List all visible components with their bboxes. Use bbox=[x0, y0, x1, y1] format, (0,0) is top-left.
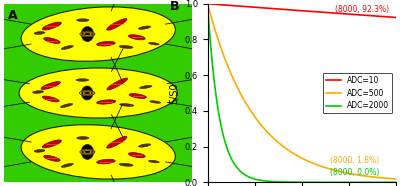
ADC=10 bbox=[292, 9, 296, 11]
Ellipse shape bbox=[120, 104, 134, 106]
ADC=10 bbox=[394, 16, 398, 19]
Text: B: B bbox=[170, 0, 179, 13]
Line: ADC=2000: ADC=2000 bbox=[208, 4, 396, 182]
Ellipse shape bbox=[107, 19, 127, 30]
Ellipse shape bbox=[148, 160, 159, 163]
Ellipse shape bbox=[42, 22, 61, 30]
Ellipse shape bbox=[148, 42, 159, 45]
Ellipse shape bbox=[107, 78, 128, 90]
Ellipse shape bbox=[61, 45, 73, 49]
Ellipse shape bbox=[138, 26, 151, 29]
ADC=10 bbox=[205, 3, 210, 5]
Ellipse shape bbox=[128, 153, 145, 158]
Ellipse shape bbox=[42, 140, 61, 148]
Ellipse shape bbox=[34, 32, 45, 34]
Ellipse shape bbox=[97, 100, 116, 104]
Ellipse shape bbox=[76, 79, 89, 81]
Ellipse shape bbox=[97, 159, 115, 164]
ADC=2000 bbox=[292, 181, 296, 183]
ADC=10 bbox=[215, 3, 220, 6]
Ellipse shape bbox=[32, 91, 44, 93]
Ellipse shape bbox=[150, 101, 161, 103]
ADC=10 bbox=[388, 16, 393, 18]
ADC=500 bbox=[388, 177, 393, 180]
ADC=2000 bbox=[354, 181, 358, 183]
Text: (8000, 0.0%): (8000, 0.0%) bbox=[330, 168, 380, 177]
Ellipse shape bbox=[60, 104, 73, 108]
Text: A: A bbox=[8, 9, 17, 22]
ADC=500 bbox=[354, 174, 358, 176]
Ellipse shape bbox=[34, 149, 45, 152]
Text: (8000, 92.3%): (8000, 92.3%) bbox=[335, 5, 389, 14]
ADC=500 bbox=[297, 156, 302, 158]
Ellipse shape bbox=[81, 144, 94, 159]
ADC=2000 bbox=[394, 181, 398, 183]
Legend: ADC=10, ADC=500, ADC=2000: ADC=10, ADC=500, ADC=2000 bbox=[322, 73, 392, 113]
ADC=500 bbox=[215, 36, 220, 38]
Ellipse shape bbox=[81, 27, 94, 42]
Ellipse shape bbox=[129, 94, 146, 98]
ADC=10 bbox=[297, 9, 302, 12]
ADC=2000 bbox=[388, 181, 393, 183]
Ellipse shape bbox=[107, 136, 127, 148]
Ellipse shape bbox=[44, 38, 60, 44]
Line: ADC=10: ADC=10 bbox=[208, 4, 396, 17]
ADC=2000 bbox=[215, 102, 220, 105]
Ellipse shape bbox=[138, 144, 151, 147]
ADC=500 bbox=[388, 177, 393, 180]
Text: (8000, 1.8%): (8000, 1.8%) bbox=[330, 156, 379, 165]
Ellipse shape bbox=[119, 163, 133, 166]
Ellipse shape bbox=[42, 96, 59, 102]
ADC=2000 bbox=[297, 181, 302, 183]
ADC=10 bbox=[354, 14, 358, 16]
ADC=2000 bbox=[388, 181, 393, 183]
Ellipse shape bbox=[21, 7, 175, 61]
Ellipse shape bbox=[97, 41, 115, 46]
Ellipse shape bbox=[21, 125, 175, 179]
ADC=500 bbox=[205, 3, 210, 5]
ADC=2000 bbox=[205, 3, 210, 5]
ADC=10 bbox=[388, 16, 393, 18]
ADC=500 bbox=[292, 153, 296, 155]
Ellipse shape bbox=[41, 81, 60, 89]
Ellipse shape bbox=[44, 155, 60, 161]
Ellipse shape bbox=[119, 46, 133, 48]
Ellipse shape bbox=[128, 35, 145, 40]
Y-axis label: S/S0: S/S0 bbox=[169, 82, 179, 104]
ADC=500 bbox=[394, 178, 398, 180]
Line: ADC=500: ADC=500 bbox=[208, 4, 396, 179]
Ellipse shape bbox=[76, 137, 89, 139]
Ellipse shape bbox=[19, 68, 177, 118]
Ellipse shape bbox=[76, 19, 89, 22]
Ellipse shape bbox=[61, 163, 73, 167]
Ellipse shape bbox=[140, 85, 152, 89]
Ellipse shape bbox=[81, 86, 93, 100]
